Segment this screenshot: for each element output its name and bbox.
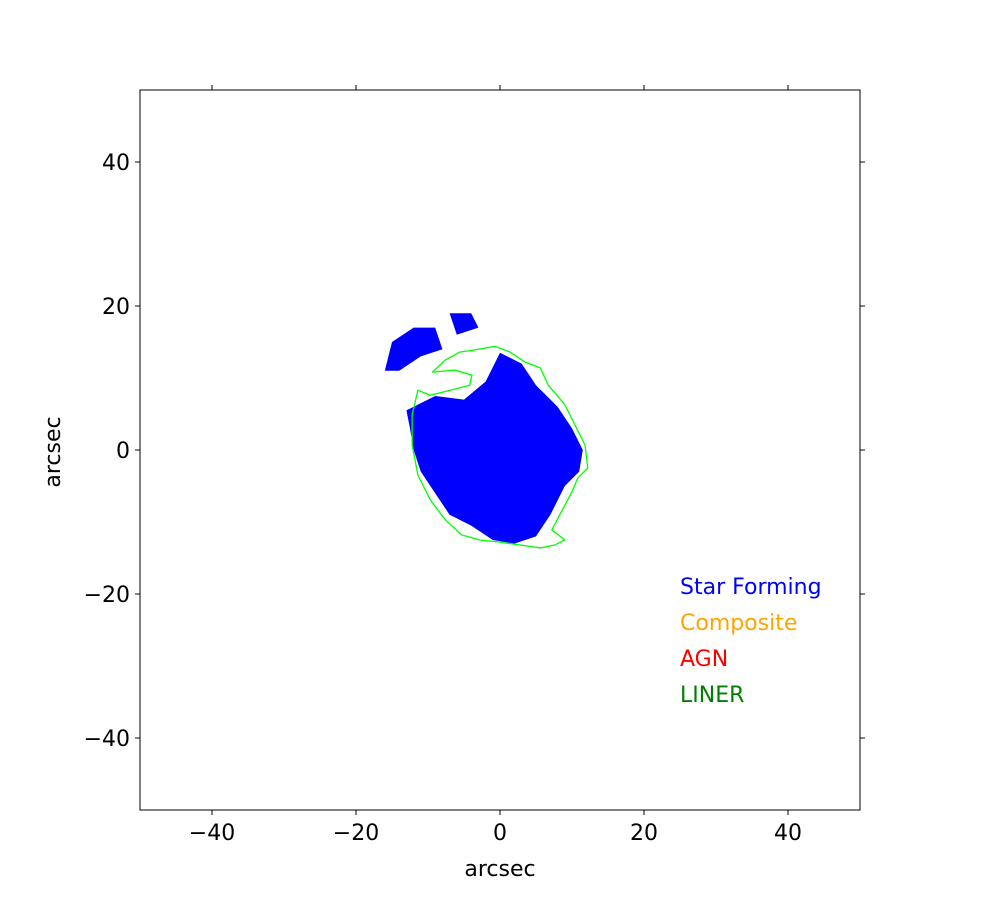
legend-label: LINER [680,683,744,708]
y-tick-label: 0 [116,439,130,464]
legend-label: AGN [680,647,728,672]
region [449,313,479,335]
x-axis-label: arcsec [464,857,535,882]
legend-label: Composite [680,611,797,636]
x-tick-label: 20 [630,821,658,846]
x-tick-label: −20 [333,821,379,846]
y-tick-label: 40 [102,151,130,176]
y-tick-label: −40 [84,727,130,752]
region [406,352,583,544]
y-tick-label: −20 [84,583,130,608]
y-axis-label: arcsec [41,416,66,487]
x-tick-label: 0 [493,821,507,846]
legend-label: Star Forming [680,575,822,600]
x-tick-label: 40 [774,821,802,846]
contour [411,345,589,549]
x-tick-label: −40 [189,821,235,846]
region [384,327,443,371]
y-tick-label: 20 [102,295,130,320]
